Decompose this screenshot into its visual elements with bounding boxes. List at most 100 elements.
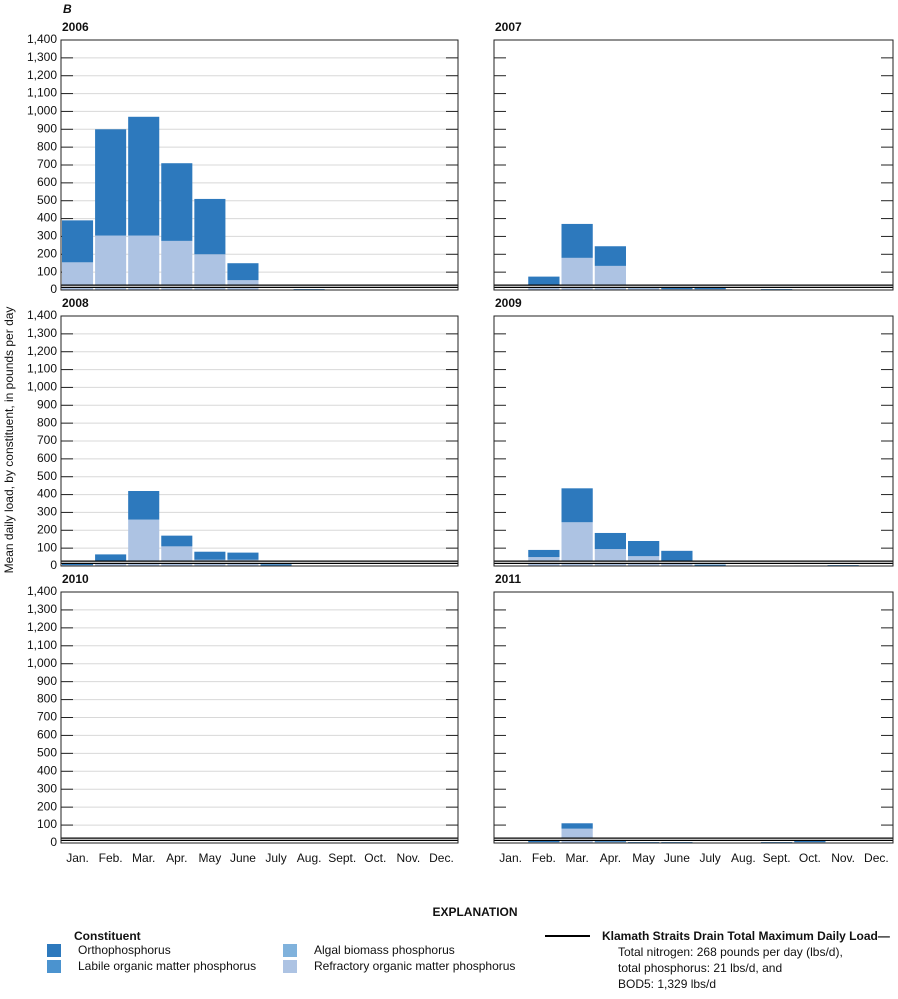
y-tick-label: 1,300 [27,50,57,64]
tmdl-line: Total nitrogen: 268 pounds per day (lbs/… [618,945,843,959]
bar-segment [161,240,193,290]
y-tick-label: 100 [37,264,57,278]
y-tick-label: 800 [37,692,57,706]
bar-segment [161,163,193,241]
x-tick-label: Feb. [99,851,123,865]
bar-segment [128,235,160,290]
panel-title: 2011 [495,572,521,586]
bar-segment [628,288,660,290]
y-tick-label: 1,300 [27,602,57,616]
x-tick-label: Jan. [499,851,522,865]
y-tick-label: 800 [37,139,57,153]
bar-segment [561,823,593,829]
y-tick-label: 900 [37,674,57,688]
legend-label: Refractory organic matter phosphorus [314,959,515,973]
bar-segment [95,554,127,561]
bar-segment [95,129,127,236]
bar-segment [260,564,292,566]
y-tick-label: 0 [50,282,57,296]
plot-frame [60,591,459,844]
x-tick-label: Mar. [565,851,588,865]
y-tick-label: 600 [37,728,57,742]
y-tick-label: 300 [37,781,57,795]
plot-frame [493,315,894,567]
bar-segment [128,491,160,520]
y-tick-label: 500 [37,746,57,760]
legend-label: Algal biomass phosphorus [314,943,455,957]
plot-frame [493,39,894,291]
x-tick-label: Feb. [532,851,556,865]
bar-segment [528,549,560,558]
y-tick-label: 900 [37,397,57,411]
plot-frame [60,315,459,567]
bar-segment [528,840,560,843]
legend-swatch [47,944,61,957]
bar-segment [227,263,259,281]
bar-segment [794,840,826,843]
y-tick-label: 0 [50,558,57,572]
y-tick-label: 300 [37,229,57,243]
x-tick-label: Aug. [731,851,756,865]
explanation-title: EXPLANATION [432,905,517,919]
bar-segment [661,550,693,562]
y-tick-label: 1,000 [27,656,57,670]
plot-frame [60,39,459,291]
legend-swatch [47,960,61,973]
x-tick-label: Sept. [763,851,791,865]
bar-segment [694,564,726,566]
y-tick-label: 1,000 [27,104,57,118]
bar-segment [594,532,626,550]
y-tick-label: 400 [37,763,57,777]
x-tick-label: July [699,851,720,865]
bar-segment [161,535,193,547]
y-tick-label: 600 [37,451,57,465]
bar-segment [561,223,593,258]
tmdl-line: BOD5: 1,329 lbs/d [618,977,716,991]
legend-swatch [283,944,297,957]
bar-segment [594,246,626,266]
bar-segment [95,235,127,290]
bar-segment [561,488,593,523]
panel-title: 2010 [62,572,89,586]
y-tick-label: 1,200 [27,344,57,358]
y-axis-label: Mean daily load, by constituent, in poun… [2,307,16,574]
x-tick-label: Apr. [166,851,187,865]
bar-segment [528,276,560,285]
bar-segment [194,198,226,255]
y-tick-label: 1,100 [27,86,57,100]
x-tick-label: May [632,851,655,865]
y-tick-label: 700 [37,710,57,724]
bar-segment [661,287,693,290]
x-tick-label: Apr. [600,851,621,865]
bar-segment [694,287,726,290]
y-tick-label: 1,400 [27,308,57,322]
x-tick-label: Sept. [328,851,356,865]
legend-label: Labile organic matter phosphorus [78,959,256,973]
y-tick-label: 100 [37,540,57,554]
x-tick-label: Jan. [66,851,89,865]
y-tick-label: 0 [50,835,57,849]
y-tick-label: 1,000 [27,380,57,394]
x-tick-label: July [265,851,286,865]
x-tick-label: Oct. [364,851,386,865]
y-tick-label: 500 [37,193,57,207]
legend-title: Constituent [74,929,141,943]
bar-segment [194,254,226,290]
bar-segment [628,541,660,557]
x-tick-label: Dec. [864,851,889,865]
bar-segment [62,220,94,263]
x-tick-label: June [230,851,256,865]
bar-segment [128,519,160,566]
legend-swatch [283,960,297,973]
tmdl-line: total phosphorus: 21 lbs/d, and [618,961,782,975]
y-tick-label: 1,200 [27,68,57,82]
bar-segment [561,522,593,566]
y-tick-label: 1,100 [27,638,57,652]
x-tick-label: Oct. [799,851,821,865]
panel-title: 2007 [495,20,522,34]
x-tick-label: Mar. [132,851,155,865]
bar-segment [594,841,626,843]
y-tick-label: 400 [37,487,57,501]
